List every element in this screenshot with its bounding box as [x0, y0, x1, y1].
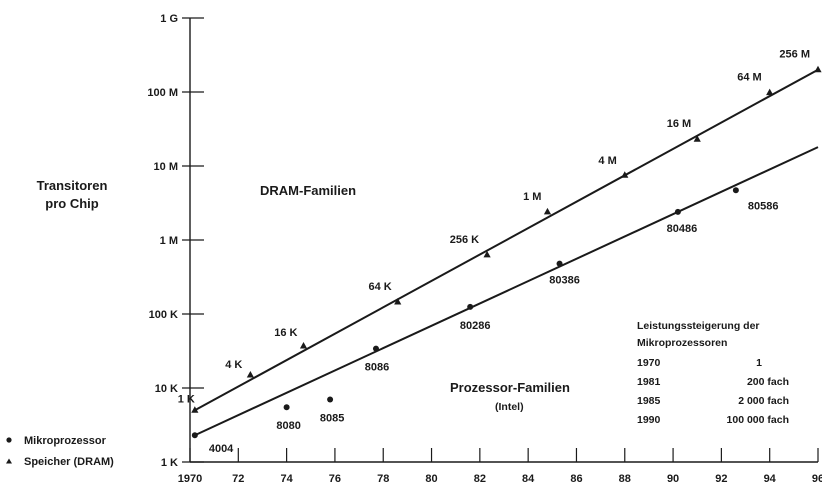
legend-label-dram: Speicher (DRAM)	[24, 456, 114, 468]
dram-point	[191, 406, 199, 413]
processor-region-sublabel: (Intel)	[495, 401, 524, 413]
x-tick-label: 80	[425, 473, 437, 485]
performance-row-value: 200 fach	[747, 376, 789, 388]
legend-triangle-marker	[6, 458, 12, 464]
dram-point	[621, 171, 629, 178]
performance-row-value: 2 000 fach	[738, 395, 789, 407]
data-points	[191, 65, 822, 439]
dram-label-4k: 4 K	[225, 359, 242, 371]
dram-trend-line	[194, 68, 819, 412]
dram-point	[246, 370, 254, 378]
legend-circle-marker	[6, 437, 12, 443]
dram-label-256m: 256 M	[779, 49, 810, 61]
x-tick-label: 1970	[178, 473, 202, 485]
trend-lines	[194, 68, 819, 437]
processor-point	[283, 404, 290, 411]
x-tick-label: 94	[764, 473, 777, 485]
cpu-label-80386: 80386	[549, 275, 580, 287]
y-tick-label: 1 G	[160, 13, 178, 25]
x-tick-label: 72	[232, 473, 244, 485]
dram-point	[299, 341, 308, 349]
dram-label-16m: 16 M	[667, 118, 691, 130]
x-tick-label: 84	[522, 473, 535, 485]
dram-point	[543, 207, 552, 215]
y-tick-label: 10 M	[154, 161, 178, 173]
performance-row-value: 1	[756, 357, 762, 369]
cpu-label-8080: 8080	[276, 420, 300, 432]
dram-label-1m: 1 M	[523, 191, 541, 203]
processor-point	[467, 303, 474, 310]
y-tick-label: 1 K	[161, 457, 178, 469]
dram-point	[483, 250, 491, 258]
y-tick-label: 10 K	[155, 383, 178, 395]
y-axis-label-line1: Transitoren	[37, 178, 108, 193]
processor-point	[372, 345, 379, 352]
x-tick-label: 78	[377, 473, 389, 485]
performance-table: Leistungssteigerung der Mikroprozessoren…	[637, 320, 789, 426]
performance-row-year: 1990	[637, 414, 661, 426]
processor-point	[732, 187, 739, 194]
x-tick-label: 76	[329, 473, 341, 485]
x-tick-label: 96	[812, 473, 822, 485]
dram-label-64m: 64 M	[737, 72, 761, 84]
dram-point	[693, 135, 701, 142]
x-tick-label: 82	[474, 473, 486, 485]
x-tick-label: 90	[667, 473, 679, 485]
dram-region-label: DRAM-Familien	[260, 183, 356, 198]
x-tick-label: 86	[570, 473, 582, 485]
dram-label-64k: 64 K	[368, 281, 391, 293]
performance-row-year: 1985	[637, 395, 661, 407]
processor-trend-line	[194, 146, 819, 437]
x-tick-label: 74	[280, 473, 293, 485]
dram-label-256k: 256 K	[450, 234, 479, 246]
processor-point	[191, 432, 198, 439]
processor-point	[674, 208, 681, 215]
cpu-label-80586: 80586	[748, 200, 779, 212]
performance-row-year: 1970	[637, 357, 661, 369]
performance-table-title-line2: Mikroprozessoren	[637, 337, 727, 349]
processor-point	[556, 260, 563, 267]
y-axis-label-line2: pro Chip	[45, 196, 98, 211]
y-tick-label: 1 M	[160, 235, 178, 247]
cpu-label-4004: 4004	[209, 443, 234, 455]
dram-label-1k: 1 K	[178, 393, 195, 405]
performance-row-value: 100 000 fach	[727, 414, 789, 426]
cpu-label-80286: 80286	[460, 320, 491, 332]
processor-region-label: Prozessor-Familien	[450, 380, 570, 395]
performance-row-year: 1981	[637, 376, 661, 388]
dram-point	[814, 65, 822, 73]
processor-point	[327, 396, 334, 403]
dram-point	[394, 298, 402, 305]
point-labels: 1 K 4 K 16 K 64 K 256 K 1 M 4 M 16 M 64 M 256 M 40…	[178, 49, 810, 456]
y-tick-label: 100 K	[149, 309, 178, 321]
x-tick-label: 92	[715, 473, 727, 485]
cpu-label-80486: 80486	[667, 223, 698, 235]
cpu-label-8085: 8085	[320, 412, 344, 424]
cpu-label-8086: 8086	[365, 362, 389, 374]
y-tick-label: 100 M	[147, 87, 178, 99]
x-tick-label: 88	[619, 473, 631, 485]
dram-label-4m: 4 M	[598, 155, 616, 167]
dram-label-16k: 16 K	[274, 327, 297, 339]
performance-table-title-line1: Leistungssteigerung der	[637, 320, 760, 332]
legend: Mikroprozessor Speicher (DRAM)	[6, 435, 114, 468]
legend-label-microprocessor: Mikroprozessor	[24, 435, 107, 447]
dram-point	[766, 88, 774, 96]
